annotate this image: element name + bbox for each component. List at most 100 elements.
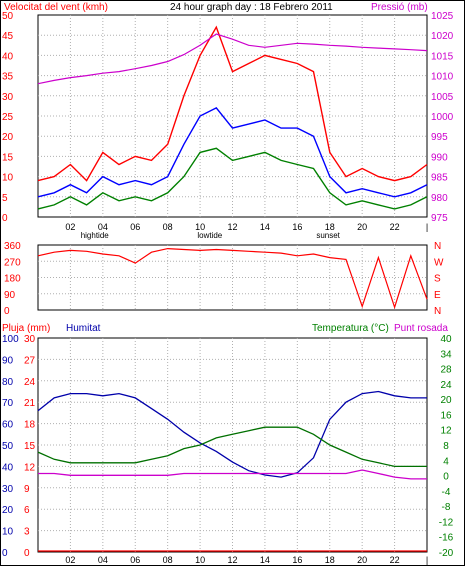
direction-series — [37, 247, 428, 310]
wind-y-tick: 50 — [2, 11, 14, 22]
wind-series-gust — [37, 25, 428, 182]
humidity-temp-chart-x-tick: 02 — [65, 555, 75, 565]
temperature-y-tick: 34 — [440, 349, 452, 360]
temperature-y-tick: 40 — [440, 334, 452, 345]
wind-chart-x-tick: 14 — [260, 222, 270, 232]
rain-y-tick: 9 — [24, 484, 30, 495]
pressure-y-tick: 985 — [431, 173, 448, 184]
wind-series-avg — [37, 147, 428, 210]
humidity-temp-chart-x-tick: 10 — [195, 555, 205, 565]
wind-y-tick: 35 — [2, 72, 14, 83]
rain-y-tick: 3 — [24, 527, 30, 538]
wind-y-tick: 10 — [2, 173, 14, 184]
direction-y-tick: 360 — [4, 241, 21, 252]
direction-y-tick: 0 — [4, 306, 10, 317]
pressure-y-tick: 1025 — [431, 11, 454, 22]
humidity-temp-chart-x-tick: 08 — [163, 555, 173, 565]
wind-chart-x-tick: 08 — [163, 222, 173, 232]
wind-chart-x-tick: 12 — [227, 222, 237, 232]
dewpoint-axis-label: Punt rosada — [394, 323, 448, 334]
rain-y-tick: 24 — [24, 377, 36, 388]
pressure-y-tick: 990 — [431, 152, 448, 163]
wind-axis-label: Velocitat del vent (kmh) — [4, 2, 108, 13]
chart-title: 24 hour graph day : 18 Febrero 2011 — [170, 2, 333, 13]
humidity-y-tick: 100 — [2, 334, 19, 345]
temperature-y-tick: 20 — [440, 395, 452, 406]
temperature-y-tick: 16 — [440, 410, 452, 421]
wind-chart-x-tick: 04 — [98, 222, 108, 232]
compass-y-tick: N — [434, 241, 441, 252]
humidity-temp-chart-x-tick: 12 — [227, 555, 237, 565]
humidity-y-tick: 80 — [2, 377, 14, 388]
humidity-temp-series-temperature — [37, 426, 427, 468]
humidity-y-tick: 50 — [2, 441, 14, 452]
direction-y-tick: 180 — [4, 274, 21, 285]
temperature-y-tick: 4 — [443, 456, 449, 467]
rain-y-tick: 0 — [24, 548, 30, 559]
temperature-y-tick: 12 — [440, 426, 452, 437]
wind-chart-x-tick: 20 — [357, 222, 367, 232]
humidity-temp-chart-x-tick: 18 — [325, 555, 335, 565]
humidity-y-tick: 60 — [2, 420, 14, 431]
humidity-y-tick: 10 — [2, 527, 14, 538]
wind-chart-x-tick: 10 — [195, 222, 205, 232]
rain-axis-label: Pluja (mm) — [2, 323, 50, 334]
compass-y-tick: N — [434, 306, 441, 317]
pressure-y-tick: 1005 — [431, 92, 454, 103]
temperature-y-tick: -16 — [439, 533, 454, 544]
pressure-y-tick: 1000 — [431, 112, 454, 123]
wind-chart-tide-label: sunset — [316, 231, 340, 240]
rain-y-tick: 18 — [24, 420, 36, 431]
temperature-y-tick: 8 — [443, 441, 449, 452]
rain-y-tick: 30 — [24, 334, 36, 345]
direction-y-tick: 270 — [4, 257, 21, 268]
temperature-y-tick: -4 — [442, 487, 451, 498]
pressure-y-tick: 975 — [431, 213, 448, 224]
temperature-y-tick: 0 — [443, 472, 449, 483]
rain-y-tick: 21 — [24, 398, 36, 409]
humidity-y-tick: 0 — [2, 548, 8, 559]
wind-y-tick: 5 — [2, 193, 8, 204]
wind-chart-tide-label: lowtide — [197, 231, 222, 240]
direction-y-tick: 90 — [4, 290, 16, 301]
humidity-y-tick: 20 — [2, 505, 14, 516]
temperature-y-tick: -20 — [439, 548, 454, 559]
temperature-y-tick: 24 — [440, 380, 452, 391]
humidity-temp-chart-tide-label: lowtide — [197, 564, 222, 566]
humidity-temp-chart-tide-label: sunset — [316, 564, 340, 566]
rain-y-tick: 12 — [24, 462, 36, 473]
humidity-y-tick: 70 — [2, 398, 14, 409]
wind-series-pressure — [37, 33, 428, 85]
wind-y-tick: 30 — [2, 92, 14, 103]
humidity-temp-chart-x-tick: 16 — [292, 555, 302, 565]
pressure-axis-label: Pressió (mb) — [371, 2, 428, 13]
compass-y-tick: E — [434, 290, 441, 301]
wind-y-tick: 40 — [2, 51, 14, 62]
wind-y-tick: 20 — [2, 132, 14, 143]
pressure-y-tick: 1020 — [431, 31, 454, 42]
temperature-y-tick: -8 — [442, 502, 451, 513]
wind-chart-x-tick: 22 — [390, 222, 400, 232]
humidity-temp-chart-x-tick: 22 — [390, 555, 400, 565]
temperature-y-tick: 28 — [440, 365, 452, 376]
humidity-temp-chart-x-tick: 20 — [357, 555, 367, 565]
wind-chart-x-tick-end: | — [426, 222, 428, 232]
humidity-y-tick: 90 — [2, 355, 14, 366]
humidity-temp-chart-x-tick-end: | — [426, 555, 428, 565]
humidity-temp-series-dewpoint — [38, 469, 427, 480]
temperature-y-tick: -12 — [439, 517, 454, 528]
humidity-axis-label: Humitat — [66, 323, 101, 334]
humidity-y-tick: 40 — [2, 462, 14, 473]
pressure-y-tick: 980 — [431, 193, 448, 204]
rain-y-tick: 6 — [24, 505, 30, 516]
wind-chart-x-tick: 16 — [292, 222, 302, 232]
wind-chart-x-tick: 18 — [325, 222, 335, 232]
rain-y-tick: 27 — [24, 355, 36, 366]
pressure-y-tick: 995 — [431, 132, 448, 143]
humidity-y-tick: 30 — [2, 484, 14, 495]
wind-y-tick: 45 — [2, 31, 14, 42]
humidity-temp-series-humidity — [37, 390, 427, 478]
rain-y-tick: 15 — [24, 441, 36, 452]
